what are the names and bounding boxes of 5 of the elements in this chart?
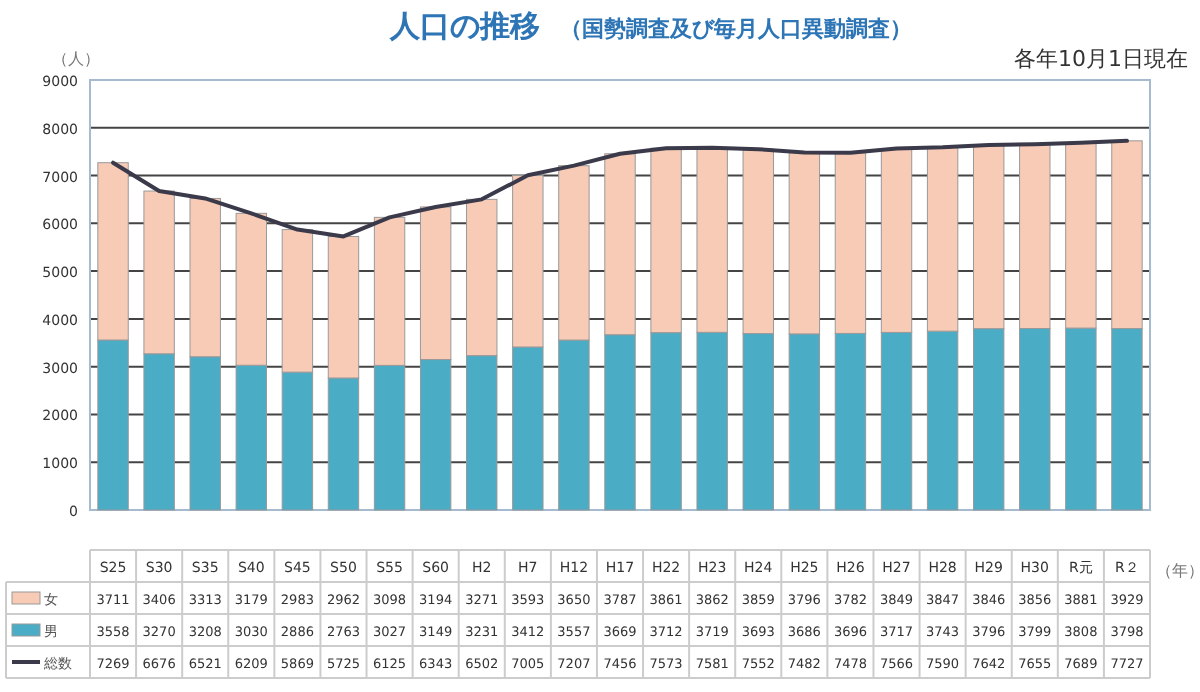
y-axis-title: （人） bbox=[52, 50, 100, 68]
chart-title: 人口の推移 bbox=[388, 8, 540, 44]
chart-subtitle: （国勢調査及び毎月人口異動調査） bbox=[560, 16, 912, 42]
x-axis-title: （年） bbox=[1156, 562, 1200, 580]
text: 各年10月1日現在 bbox=[1014, 46, 1188, 72]
